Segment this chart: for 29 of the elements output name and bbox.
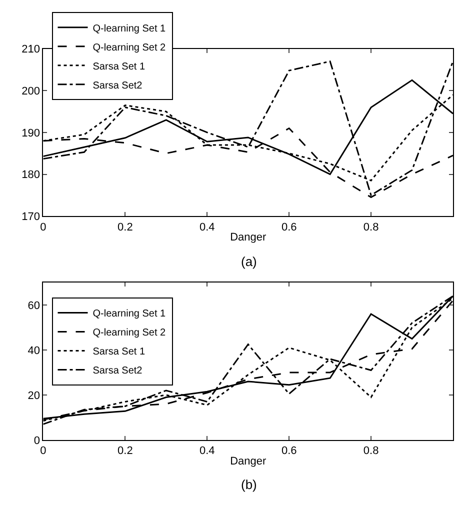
x-tick-label: 0.4 [199, 445, 215, 458]
x-tick-label: 0.8 [363, 221, 379, 234]
y-tick-label: 0 [34, 434, 40, 447]
legend-label: Q-learning Set 1 [92, 308, 166, 320]
x-tick-label: 0.6 [281, 445, 297, 458]
y-tick-label: 190 [22, 127, 40, 140]
y-tick-label: 200 [22, 85, 40, 98]
text: (a) [241, 254, 257, 269]
y-tick-label: 40 [28, 344, 40, 357]
legend-label: Sarsa Set 1 [92, 61, 146, 72]
y-tick-label: 20 [28, 390, 40, 402]
legend-label: Q-learning Set 1 [92, 23, 166, 34]
legend-label: Q-learning Set 2 [92, 42, 166, 54]
legend-label: Q-learning Set 2 [92, 328, 166, 339]
x-axis-title: Danger [230, 455, 266, 468]
x-axis-title: Danger [230, 232, 266, 244]
y-tick-label: 170 [22, 210, 40, 223]
legend-label: Sarsa Set2 [92, 80, 143, 92]
y-tick-label: 210 [22, 44, 40, 56]
x-tick-label: 0.4 [199, 221, 215, 234]
text: (b) [241, 477, 257, 492]
legend-label: Sarsa Set2 [92, 366, 143, 377]
y-tick-label: 180 [22, 169, 40, 182]
y-tick-label: 60 [28, 300, 40, 312]
x-tick-label: 0.2 [118, 221, 133, 234]
x-tick-label: 0.8 [363, 445, 379, 458]
legend-label: Sarsa Set 1 [92, 346, 146, 358]
x-tick-label: 0.6 [281, 221, 297, 234]
x-tick-label: 0.2 [118, 445, 133, 458]
